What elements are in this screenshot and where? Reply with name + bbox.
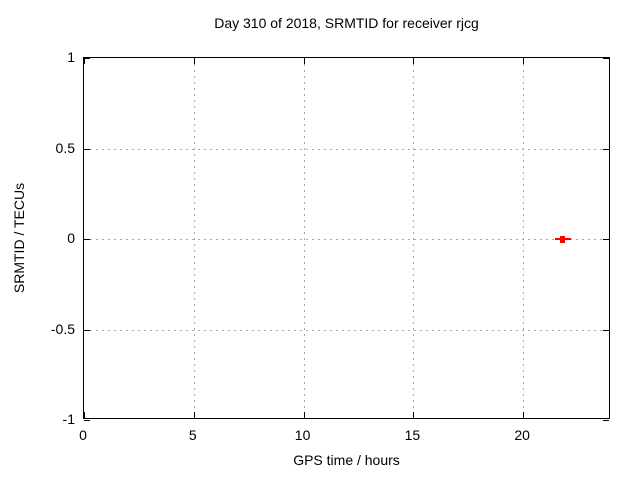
y-tick-mark [603,420,609,421]
y-tick-label: -0.5 [50,320,75,337]
gridline-horizontal [84,239,609,240]
x-tick-mark [193,58,195,64]
y-tick-mark [603,329,609,331]
y-tick-mark [84,58,90,59]
x-tick-mark [303,412,305,418]
chart-title: Day 310 of 2018, SRMTID for receiver rjc… [214,15,479,31]
y-tick-mark [603,148,609,150]
x-tick-label: 5 [188,427,197,443]
x-tick-label: 0 [79,427,87,443]
gridline-vertical [413,58,415,418]
gridline-vertical [193,58,195,418]
x-tick-mark [523,58,525,64]
y-tick-mark [84,239,90,240]
x-tick-mark [413,58,415,64]
gridline-vertical [303,58,305,418]
x-tick-label: 15 [404,427,421,443]
y-tick-mark [84,420,90,421]
x-tick-mark [84,58,85,64]
gridline-horizontal [84,148,609,150]
y-tick-label: 0.5 [55,139,75,156]
y-tick-mark [84,148,90,150]
marker-square [560,235,566,243]
x-tick-mark [193,412,195,418]
x-tick-mark [303,58,305,64]
gridline-horizontal [84,329,609,331]
x-tick-label: 10 [294,427,311,443]
y-tick-mark [603,239,609,240]
y-tick-mark [84,329,90,331]
x-tick-label: 20 [514,427,530,443]
x-tick-mark [523,412,525,418]
gridline-vertical [523,58,525,418]
y-tick-label: -1 [62,411,75,427]
plot-area [83,57,610,421]
y-tick-label: 0 [67,230,75,246]
x-tick-mark [413,412,415,418]
x-tick-mark [84,412,85,418]
y-tick-label: 1 [67,49,75,65]
y-tick-mark [603,58,609,59]
x-axis-label: GPS time / hours [293,452,400,468]
